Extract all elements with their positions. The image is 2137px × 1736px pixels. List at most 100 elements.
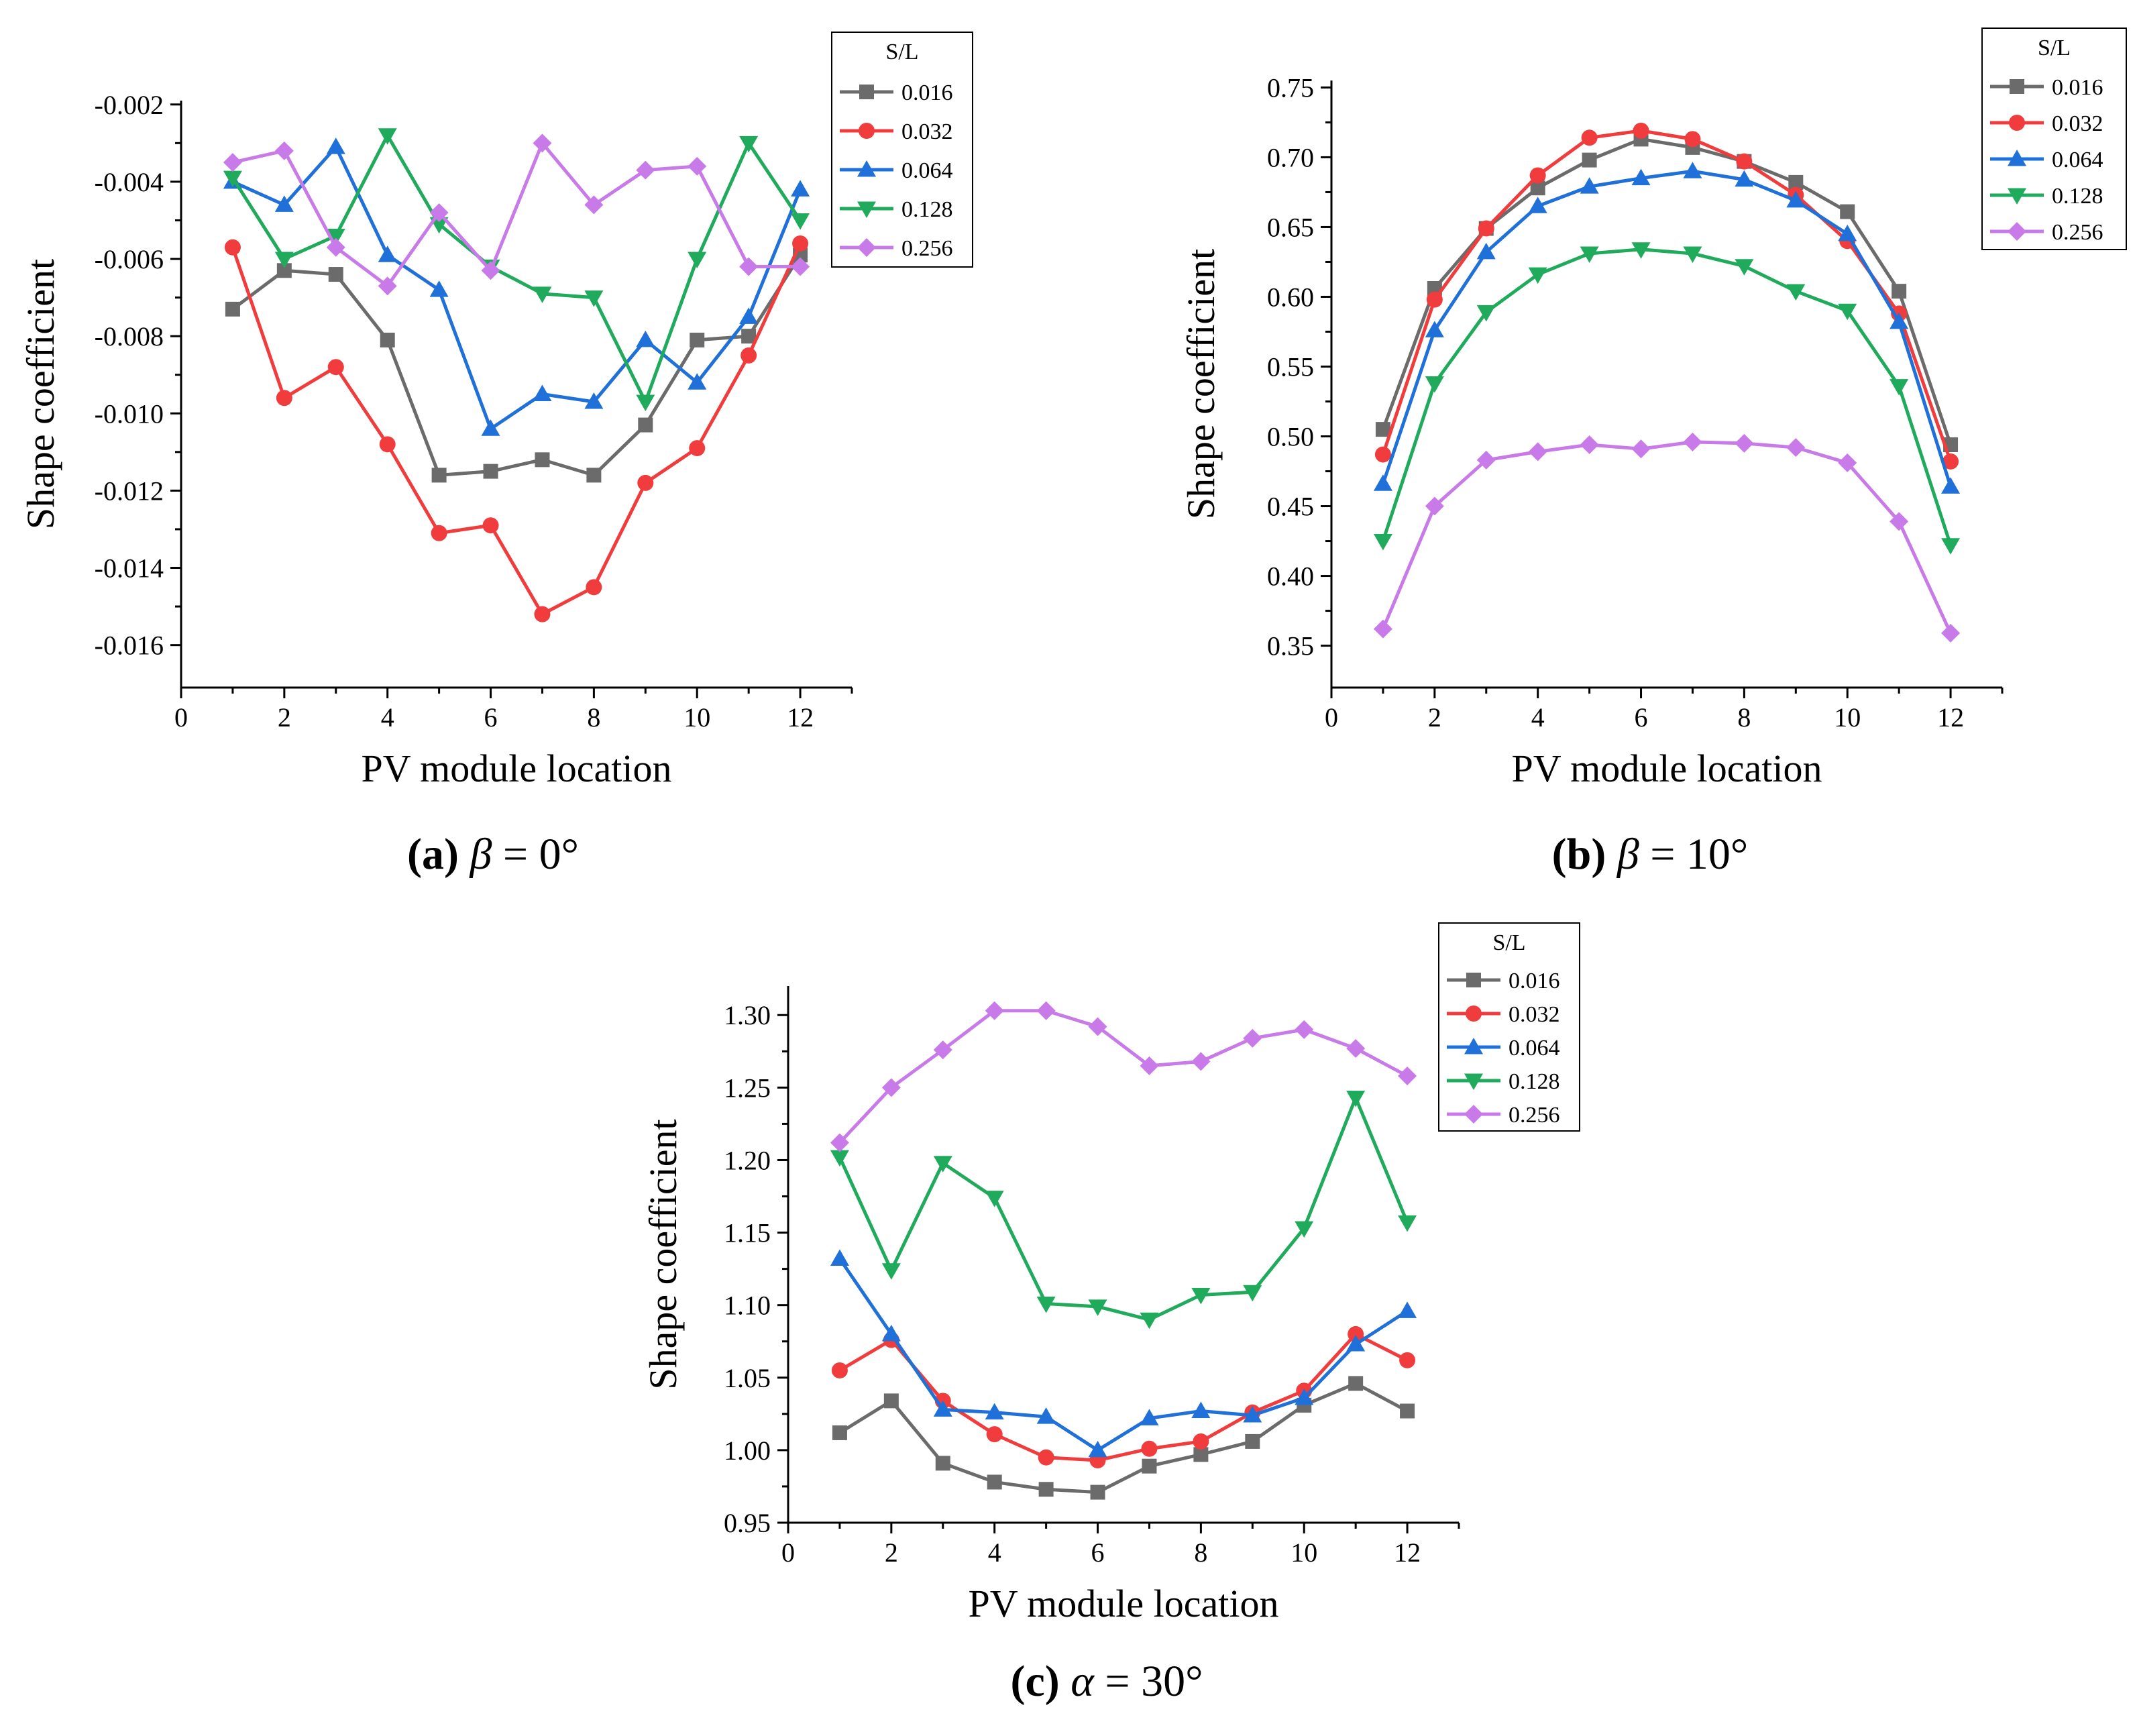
data-point xyxy=(881,1078,901,1097)
data-point xyxy=(431,468,447,483)
series-0.256 xyxy=(830,1001,1417,1152)
y-tick-label: -0.006 xyxy=(95,244,164,274)
data-point xyxy=(274,195,294,212)
caption-symbol: β xyxy=(1616,830,1639,879)
data-point xyxy=(533,133,552,153)
caption-rest: = 0° xyxy=(492,830,579,879)
series-0.128 xyxy=(830,1090,1417,1330)
data-point xyxy=(274,252,294,269)
series-line xyxy=(231,133,802,404)
series-line xyxy=(1381,248,1953,546)
legend-swatch-marker xyxy=(2008,188,2026,205)
data-point xyxy=(987,1474,1002,1490)
series-0.016 xyxy=(225,248,808,483)
data-point xyxy=(1684,131,1701,148)
legend-swatch-marker xyxy=(857,238,876,257)
y-tick-label: -0.008 xyxy=(95,321,164,351)
data-point xyxy=(327,359,344,376)
series-0.016 xyxy=(832,1376,1415,1500)
series-line xyxy=(838,1381,1409,1495)
x-tick-label: 4 xyxy=(1531,702,1545,733)
caption-letter: (b) xyxy=(1552,830,1606,879)
y-tick-label: -0.012 xyxy=(95,476,164,506)
y-tick-label: -0.016 xyxy=(95,631,164,661)
data-point xyxy=(482,517,499,534)
legend-title: S/L xyxy=(2038,36,2071,60)
data-point xyxy=(881,1324,901,1342)
legend-swatch-marker xyxy=(2009,115,2025,131)
data-point xyxy=(1140,1409,1159,1425)
data-point xyxy=(326,228,345,246)
data-point xyxy=(1941,538,1961,555)
legend-title: S/L xyxy=(885,40,918,64)
legend-swatch-marker xyxy=(857,160,876,177)
data-point xyxy=(1942,453,1959,470)
legend: S/L 0.016 0.032 0.064 0.128 0.256 xyxy=(1981,28,2127,250)
legend-swatch-marker xyxy=(1464,1073,1483,1090)
data-point xyxy=(741,329,757,344)
data-point xyxy=(1478,220,1494,237)
data-point xyxy=(832,1425,847,1440)
x-tick-label: 8 xyxy=(1194,1537,1207,1568)
x-tick-label: 2 xyxy=(885,1537,898,1568)
data-point xyxy=(1088,1440,1107,1458)
data-point xyxy=(830,1249,849,1266)
data-point xyxy=(1582,152,1597,168)
data-point xyxy=(985,1001,1004,1020)
caption-symbol: β xyxy=(468,830,492,879)
data-point xyxy=(985,1403,1004,1420)
data-point xyxy=(1530,180,1545,196)
data-point xyxy=(1346,1335,1366,1352)
data-point xyxy=(1373,534,1392,551)
legend-label: 0.256 xyxy=(2052,220,2103,245)
y-axis-title: Shape coefficient xyxy=(641,1119,685,1389)
data-point xyxy=(1528,267,1547,284)
legend-label: 0.064 xyxy=(2052,148,2103,172)
data-point xyxy=(1400,1403,1415,1419)
data-point xyxy=(429,203,449,222)
data-point xyxy=(637,474,654,491)
legend-label: 0.032 xyxy=(901,119,953,144)
data-point xyxy=(483,464,498,479)
series-0.064 xyxy=(1373,162,1961,494)
data-point xyxy=(481,261,500,280)
x-tick-label: 8 xyxy=(1737,702,1751,733)
data-point xyxy=(326,138,345,154)
legend-box xyxy=(1981,28,2127,250)
data-point xyxy=(1295,1020,1314,1039)
legend-label: 0.064 xyxy=(901,158,953,183)
panel-caption: (a) β = 0° xyxy=(407,830,579,879)
series-line xyxy=(838,1009,1409,1144)
data-point xyxy=(378,128,397,145)
data-point xyxy=(328,267,343,282)
x-tick-label: 10 xyxy=(683,702,710,733)
data-point xyxy=(1088,1299,1107,1316)
data-point xyxy=(881,1263,901,1280)
legend-swatch-marker xyxy=(857,201,876,218)
data-point xyxy=(225,301,240,317)
data-point xyxy=(1398,1067,1417,1086)
data-point xyxy=(1528,197,1547,213)
data-point xyxy=(1398,1301,1417,1318)
data-point xyxy=(535,452,550,468)
legend-label: 0.256 xyxy=(1509,1103,1560,1128)
legend-title: S/L xyxy=(1492,930,1525,955)
x-axis-title: PV module location xyxy=(1512,747,1822,790)
series-line xyxy=(1381,137,1953,445)
series-line xyxy=(231,145,802,431)
data-point xyxy=(791,213,810,230)
data-point xyxy=(380,332,395,347)
series-line xyxy=(231,254,802,477)
data-point xyxy=(584,392,604,409)
y-tick-label: 0.35 xyxy=(1267,631,1314,661)
legend-swatch-marker xyxy=(1466,973,1481,987)
data-point xyxy=(1191,1052,1211,1071)
data-point xyxy=(1425,496,1444,516)
data-point xyxy=(741,347,757,364)
y-tick-label: 1.15 xyxy=(724,1218,771,1248)
data-point xyxy=(933,1040,952,1060)
data-point xyxy=(1838,303,1857,321)
legend-label: 0.128 xyxy=(901,197,953,222)
x-axis-title: PV module location xyxy=(969,1582,1279,1625)
